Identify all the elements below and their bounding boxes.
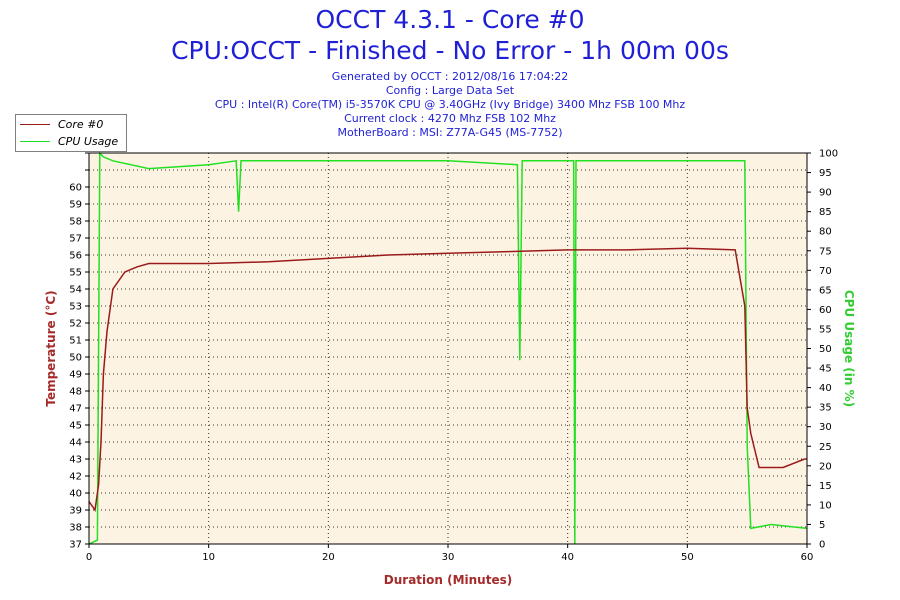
y2-tick-label: 10 [819,500,832,511]
info-generated: Generated by OCCT : 2012/08/16 17:04:22 [331,70,569,83]
info-clock: Current clock : 4270 Mhz FSB 102 Mhz [344,112,556,125]
y2-tick-label: 15 [819,481,832,492]
x-tick-label: 40 [561,552,574,563]
legend-item-cpu-usage: CPU Usage [20,134,118,148]
info-motherboard: MotherBoard : MSI: Z77A-G45 (MS-7752) [337,126,563,139]
y-tick-label: 40 [69,489,82,500]
y2-tick-label: 60 [819,305,832,316]
info-cpu: CPU : Intel(R) Core(TM) i5-3570K CPU @ 3… [214,98,686,111]
y2-tick-label: 95 [819,168,832,179]
y-tick-label: 50 [69,353,82,364]
legend-swatch-cpu-usage [20,140,50,142]
y-tick-label: 43 [69,455,82,466]
y2-tick-label: 25 [819,442,832,453]
y2-axis-label: CPU Usage (in %) [842,290,856,407]
x-axis-label: Duration (Minutes) [384,573,512,587]
y2-tick-label: 0 [819,540,825,551]
x-tick-label: 20 [322,552,335,563]
chart-legend: Core #0 CPU Usage [15,114,127,152]
legend-label-core0: Core #0 [58,117,104,131]
info-config: Config : Large Data Set [385,84,515,97]
y-tick-label: 49 [69,370,82,381]
y2-tick-label: 20 [819,461,832,472]
y-tick-label: 48 [69,387,82,398]
y-tick-label: 45 [69,421,82,432]
y-tick-label: 57 [69,234,82,245]
y2-tick-label: 70 [819,266,832,277]
series-line-core0 [88,247,807,512]
y2-tick-label: 55 [819,324,832,335]
y2-tick-label: 80 [819,227,832,238]
x-tick-label: 60 [801,552,814,563]
y2-tick-label: 85 [819,207,832,218]
x-tick-label: 30 [442,552,455,563]
chart-subtitle: CPU:OCCT - Finished - No Error - 1h 00m … [171,36,729,65]
y2-tick-label: 40 [819,383,832,394]
y-tick-label: 58 [69,217,82,228]
y2-tick-label: 30 [819,422,832,433]
chart-title: OCCT 4.3.1 - Core #0 [315,5,585,34]
y-tick-label: 42 [69,472,82,483]
y-tick-label: 38 [69,523,82,534]
plot-area [89,153,807,544]
y-tick-label: 56 [69,251,82,262]
legend-item-core0: Core #0 [20,117,103,131]
x-tick-label: 50 [681,552,694,563]
y2-tick-label: 50 [819,344,832,355]
y-axis-label: Temperature (°C) [44,290,58,406]
y2-tick-label: 75 [819,246,832,257]
y-tick-label: 54 [69,285,82,296]
y2-tick-label: 90 [819,188,832,199]
y2-tick-label: 65 [819,285,832,296]
y2-tick-label: 45 [819,364,832,375]
y2-tick-label: 100 [819,149,838,160]
legend-label-cpu-usage: CPU Usage [58,134,119,148]
y-tick-label: 44 [69,438,82,449]
y-tick-label: 59 [69,200,82,211]
y-tick-label: 52 [69,319,82,330]
y-tick-label: 60 [69,183,82,194]
y-tick-label: 51 [69,336,82,347]
legend-swatch-core0 [20,123,50,125]
y2-tick-label: 35 [819,403,832,414]
x-tick-label: 0 [86,552,92,563]
y-tick-label: 55 [69,268,82,279]
y-tick-label: 39 [69,506,82,517]
series-line-cpu-usage [88,151,808,545]
x-tick-label: 10 [202,552,215,563]
y-tick-label: 47 [69,404,82,415]
y-tick-label: 53 [69,302,82,313]
y2-tick-label: 5 [819,520,825,531]
y-tick-label: 37 [69,540,82,551]
